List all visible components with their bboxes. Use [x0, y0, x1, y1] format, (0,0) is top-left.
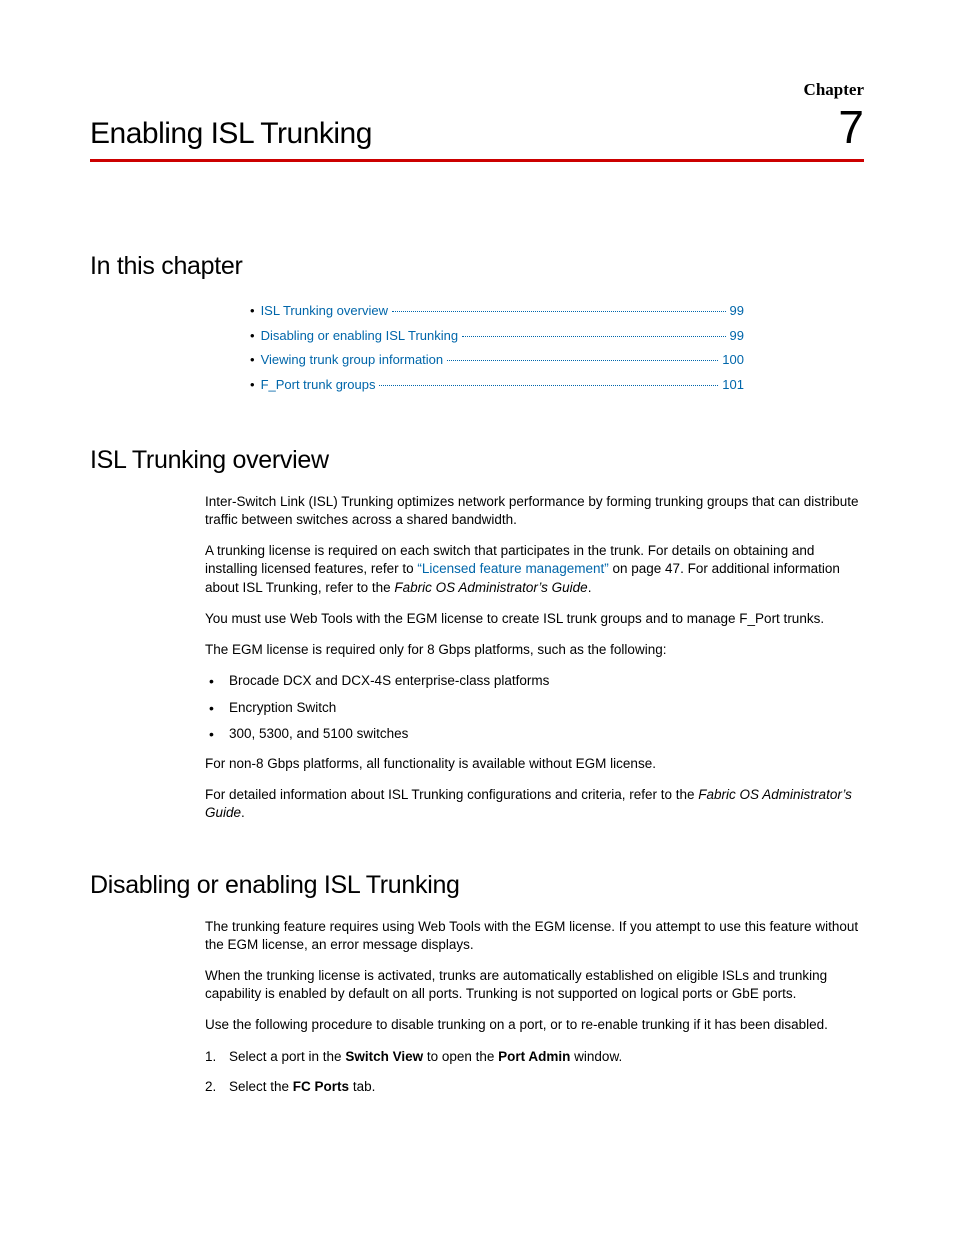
bullet-icon: • [250, 324, 255, 349]
ui-term: Port Admin [498, 1049, 570, 1064]
list-item: Select a port in the Switch View to open… [205, 1048, 864, 1066]
list-item: Brocade DCX and DCX-4S enterprise-class … [205, 672, 864, 690]
paragraph: Use the following procedure to disable t… [205, 1016, 864, 1034]
section-heading-disabling: Disabling or enabling ISL Trunking [90, 871, 864, 900]
paragraph: For non-8 Gbps platforms, all functional… [205, 755, 864, 773]
chapter-label: Chapter [90, 80, 864, 100]
document-page: Chapter Enabling ISL Trunking 7 In this … [0, 0, 954, 1168]
toc-link[interactable]: Viewing trunk group information [261, 348, 444, 373]
procedure-steps: Select a port in the Switch View to open… [205, 1048, 864, 1096]
toc-page-number[interactable]: 100 [722, 348, 744, 373]
toc: • ISL Trunking overview 99 • Disabling o… [250, 299, 744, 398]
toc-leader [379, 385, 718, 386]
title-rule [90, 159, 864, 162]
paragraph: You must use Web Tools with the EGM lice… [205, 610, 864, 628]
paragraph: The trunking feature requires using Web … [205, 918, 864, 954]
text-run: . [588, 580, 592, 595]
paragraph: A trunking license is required on each s… [205, 542, 864, 597]
list-item: Select the FC Ports tab. [205, 1078, 864, 1096]
page-title: Enabling ISL Trunking [90, 117, 372, 151]
paragraph: When the trunking license is activated, … [205, 967, 864, 1003]
title-row: Enabling ISL Trunking 7 [90, 104, 864, 151]
toc-item: • Viewing trunk group information 100 [250, 348, 744, 373]
text-run: . [241, 805, 245, 820]
text-run: For detailed information about ISL Trunk… [205, 787, 698, 802]
bullet-icon: • [250, 373, 255, 398]
list-item: Encryption Switch [205, 699, 864, 717]
chapter-header: Chapter Enabling ISL Trunking 7 [90, 80, 864, 162]
bullet-icon: • [250, 348, 255, 373]
disabling-body: The trunking feature requires using Web … [205, 918, 864, 1097]
paragraph: For detailed information about ISL Trunk… [205, 786, 864, 822]
paragraph: The EGM license is required only for 8 G… [205, 641, 864, 659]
text-run: Select a port in the [229, 1049, 345, 1064]
toc-link[interactable]: Disabling or enabling ISL Trunking [261, 324, 459, 349]
chapter-number: 7 [838, 104, 864, 150]
toc-item: • F_Port trunk groups 101 [250, 373, 744, 398]
toc-item: • ISL Trunking overview 99 [250, 299, 744, 324]
ui-term: Switch View [345, 1049, 423, 1064]
toc-page-number[interactable]: 101 [722, 373, 744, 398]
toc-page-number[interactable]: 99 [730, 299, 744, 324]
cross-reference-link[interactable]: “Licensed feature management” [417, 561, 608, 576]
toc-leader [462, 336, 725, 337]
overview-body: Inter-Switch Link (ISL) Trunking optimiz… [205, 493, 864, 823]
toc-leader [447, 360, 718, 361]
list-item: 300, 5300, and 5100 switches [205, 725, 864, 743]
platform-list: Brocade DCX and DCX-4S enterprise-class … [205, 672, 864, 743]
text-run: to open the [423, 1049, 498, 1064]
toc-item: • Disabling or enabling ISL Trunking 99 [250, 324, 744, 349]
bullet-icon: • [250, 299, 255, 324]
book-title: Fabric OS Administrator’s Guide [394, 580, 587, 595]
toc-page-number[interactable]: 99 [730, 324, 744, 349]
section-heading-overview: ISL Trunking overview [90, 446, 864, 475]
text-run: Select the [229, 1079, 293, 1094]
toc-link[interactable]: F_Port trunk groups [261, 373, 376, 398]
paragraph: Inter-Switch Link (ISL) Trunking optimiz… [205, 493, 864, 529]
toc-leader [392, 311, 726, 312]
text-run: tab. [349, 1079, 375, 1094]
toc-link[interactable]: ISL Trunking overview [261, 299, 388, 324]
section-heading-in-this-chapter: In this chapter [90, 252, 864, 281]
text-run: window. [570, 1049, 622, 1064]
ui-term: FC Ports [293, 1079, 349, 1094]
